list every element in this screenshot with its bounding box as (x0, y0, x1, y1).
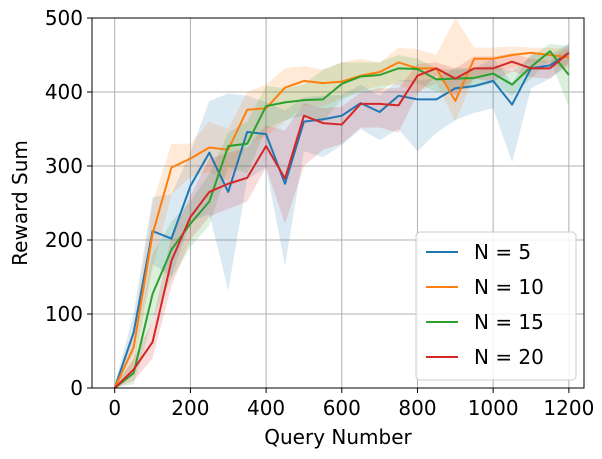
y-tick-label: 0 (70, 376, 83, 400)
confidence-band-series-1 (114, 43, 569, 388)
confidence-bands (114, 18, 569, 389)
y-tick-label: 300 (45, 154, 83, 178)
plot-frame (91, 17, 585, 389)
legend: N = 5 N = 10 N = 15 N = 20 (415, 231, 577, 381)
x-tick-label: 200 (171, 396, 209, 420)
confidence-band-series-3 (114, 43, 569, 389)
y-tick-label: 400 (45, 80, 83, 104)
confidence-band-series-2 (114, 18, 569, 388)
y-tick-label: 500 (45, 6, 83, 30)
x-tick-label: 800 (398, 396, 436, 420)
x-tick-label: 0 (108, 396, 121, 420)
x-tick-label: 600 (323, 396, 361, 420)
series-line-4 (114, 52, 570, 389)
y-tick-label: 100 (45, 302, 83, 326)
confidence-band-series-4 (114, 44, 569, 388)
legend-label: N = 10 (474, 275, 544, 299)
legend-box (415, 231, 577, 381)
series-line-2 (113, 51, 569, 389)
x-tick-label: 1200 (543, 396, 594, 420)
series-line-1 (113, 51, 570, 389)
y-tick-label: 200 (45, 228, 83, 252)
axis-ticks: 0 200 400 600 800 1000 1200 0 100 200 300 400 500 (45, 6, 595, 420)
y-axis-title: Reward Sum (8, 140, 32, 266)
series-line-3 (114, 50, 570, 389)
series-lines (113, 50, 570, 389)
legend-label: N = 20 (474, 345, 544, 369)
x-tick-label: 400 (247, 396, 285, 420)
x-tick-label: 1000 (468, 396, 519, 420)
legend-label: N = 15 (474, 310, 544, 334)
x-axis-title: Query Number (264, 425, 412, 449)
legend-label: N = 5 (474, 240, 531, 264)
